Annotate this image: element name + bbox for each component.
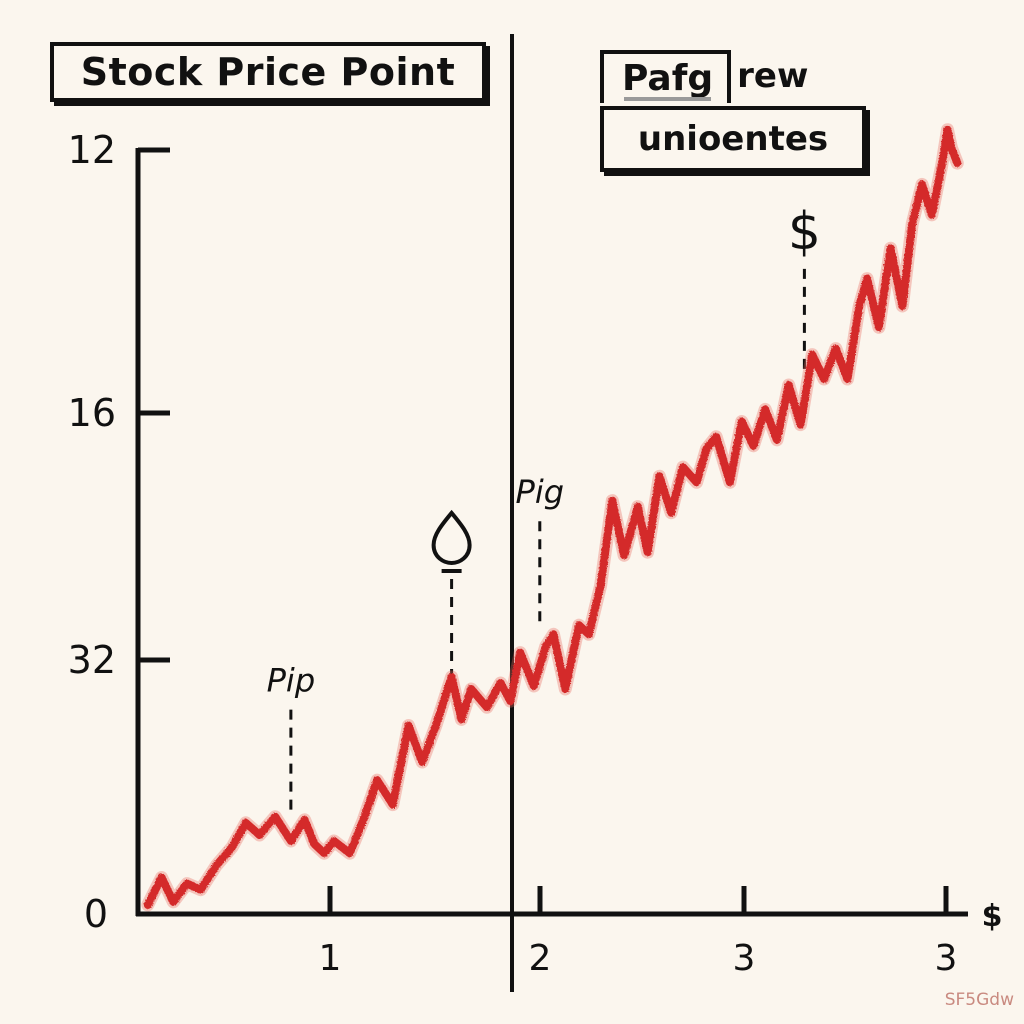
series-line [143, 125, 962, 909]
x-tick-label: 1 [319, 938, 342, 979]
legend-second-line: unioentes [637, 119, 829, 159]
annotation-label: Pip [267, 662, 316, 700]
legend-row-2: unioentes [600, 106, 866, 172]
y-tick-label: 32 [68, 638, 116, 682]
series-line-glow [141, 123, 964, 912]
x-tick-label: 3 [733, 938, 756, 979]
legend-key-rest: rew [737, 56, 809, 96]
legend-row-1: Pafg rew [600, 44, 808, 108]
x-tick-label: 2 [529, 938, 552, 979]
x-tick-label: 3 [935, 938, 958, 979]
drop-pin-icon [431, 509, 472, 573]
chart-title-box: Stock Price Point [50, 42, 486, 102]
x-axis-end-label: $ [982, 899, 1003, 934]
watermark: SF5Gdw [944, 990, 1014, 1010]
y-tick-label: 0 [84, 892, 108, 936]
y-tick-label: 16 [68, 391, 116, 435]
legend: Pafg rew unioentes [600, 44, 866, 172]
legend-key-label: Pafg [600, 49, 732, 103]
annotation-label: Pig [516, 473, 565, 511]
y-tick-label: 12 [68, 128, 116, 172]
chart-title: Stock Price Point [80, 50, 456, 94]
annotation-label: $ [788, 202, 821, 262]
